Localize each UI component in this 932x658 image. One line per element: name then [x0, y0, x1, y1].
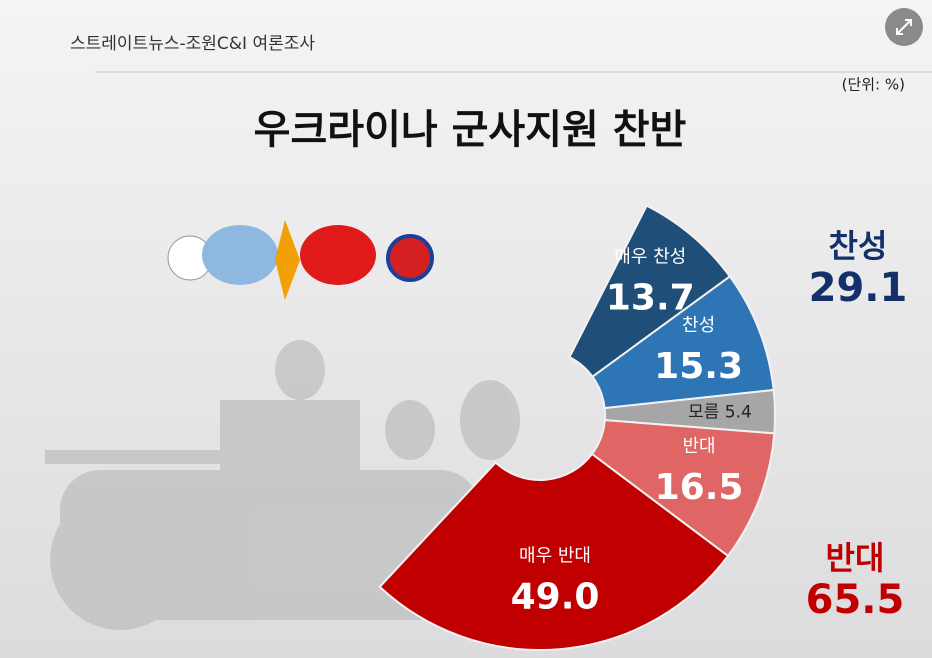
category-label: 반대	[682, 436, 715, 457]
background-silhouette	[45, 340, 520, 630]
unit: (단위: %)	[842, 76, 905, 94]
source: 스트레이트뉴스-조원C&I 여론조사	[70, 34, 315, 54]
expand-button[interactable]	[885, 8, 923, 46]
value-label: 16.5	[655, 467, 744, 508]
summary-label: 찬성	[829, 227, 888, 265]
category-label: 매우 반대	[519, 545, 591, 566]
slice	[378, 452, 730, 651]
category-label: 매우 찬성	[614, 247, 686, 268]
slice-label: 모름 5.4	[688, 403, 752, 423]
value-label: 49.0	[511, 576, 600, 617]
chart-title: 우크라이나 군사지원 찬반	[254, 107, 687, 153]
category-label: 모름	[688, 403, 719, 423]
value-label: 5.4	[725, 403, 752, 423]
summary-label: 반대	[826, 539, 885, 577]
slice	[590, 419, 776, 558]
summary-value: 65.5	[806, 577, 905, 623]
category-label: 찬성	[682, 315, 715, 336]
summary-value: 29.1	[809, 265, 908, 311]
boxing-illustration	[167, 220, 434, 300]
value-label: 15.3	[654, 346, 743, 387]
